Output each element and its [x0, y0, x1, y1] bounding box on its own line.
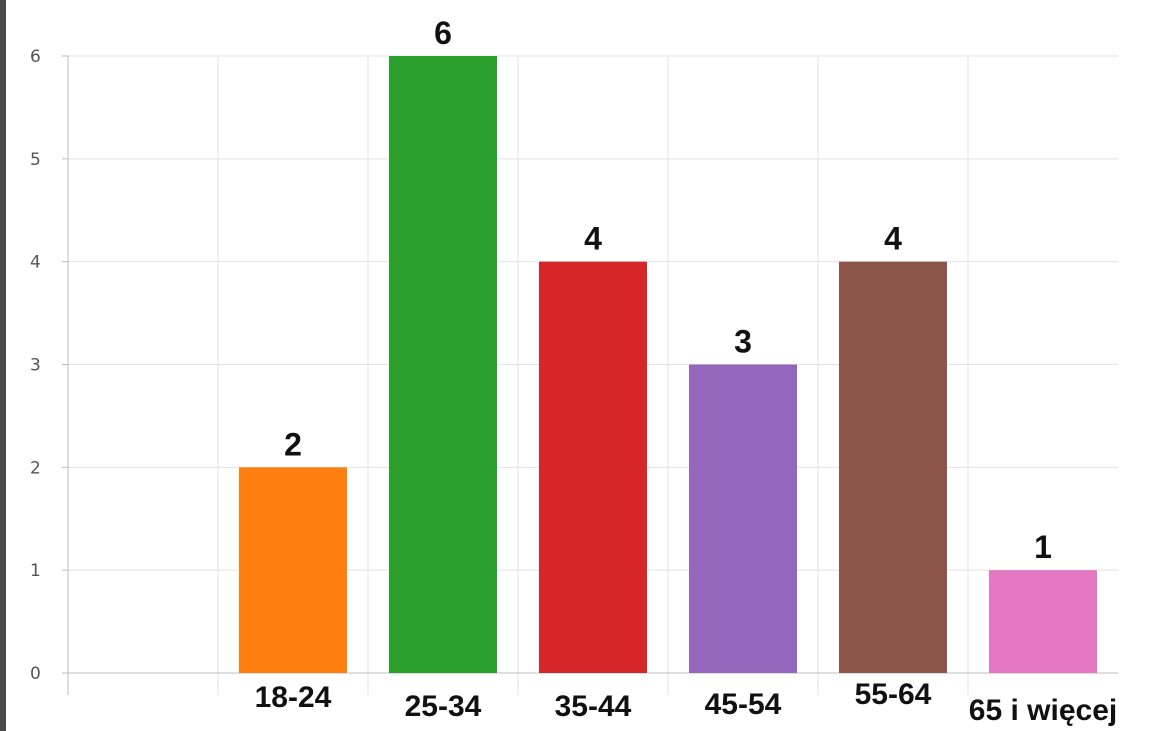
bar[interactable] [239, 467, 347, 673]
bar[interactable] [989, 570, 1097, 673]
x-category-label: 65 i więcej [969, 694, 1117, 727]
bar-value-label: 2 [284, 426, 302, 462]
x-category-label: 25-34 [405, 690, 482, 723]
x-category-label: 45-54 [705, 688, 782, 721]
x-category-label: 55-64 [855, 678, 932, 711]
x-category-label: 35-44 [555, 690, 632, 723]
y-tick-label: 4 [30, 253, 41, 273]
bar[interactable] [389, 56, 497, 673]
bar[interactable] [839, 261, 947, 673]
bar-value-label: 3 [734, 324, 752, 360]
y-tick-label: 5 [30, 150, 41, 170]
y-tick-label: 6 [30, 47, 41, 67]
bar-value-label: 4 [584, 221, 602, 257]
frame-border [0, 0, 6, 731]
bar-value-label: 6 [434, 15, 452, 51]
y-tick-label: 2 [30, 458, 41, 478]
y-tick-label: 1 [30, 561, 41, 581]
y-tick-label: 3 [30, 356, 41, 376]
bar-value-label: 4 [884, 221, 902, 257]
bar[interactable] [689, 364, 797, 674]
bar[interactable] [539, 261, 647, 673]
y-tick-label: 0 [30, 664, 41, 684]
x-category-label: 18-24 [255, 681, 332, 714]
bar-value-label: 1 [1034, 529, 1052, 565]
